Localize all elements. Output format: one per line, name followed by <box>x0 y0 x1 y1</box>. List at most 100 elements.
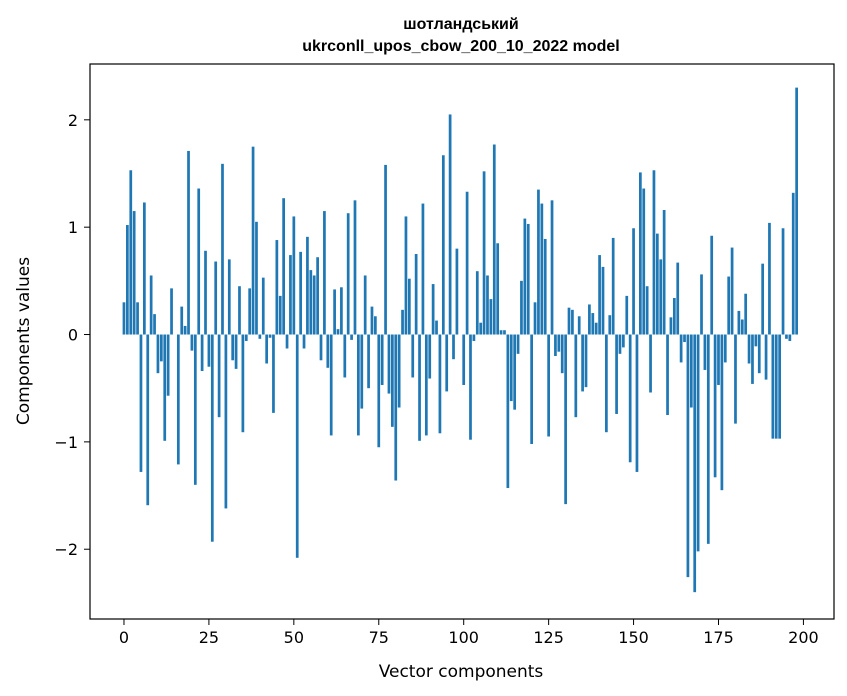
x-tick-label: 25 <box>199 628 219 647</box>
bar <box>662 210 666 335</box>
bar <box>190 334 194 351</box>
bar <box>149 275 153 335</box>
bar <box>550 200 554 335</box>
bar <box>319 334 323 361</box>
bar <box>424 334 428 436</box>
bar <box>645 286 649 335</box>
bar <box>761 263 765 335</box>
bar <box>666 334 669 416</box>
bar <box>380 334 384 385</box>
bar <box>659 259 663 335</box>
bar <box>720 334 724 491</box>
bar <box>669 317 673 335</box>
bar <box>129 170 133 335</box>
bar <box>676 262 680 335</box>
bar <box>414 254 418 335</box>
bar <box>689 334 693 408</box>
bar <box>241 334 245 433</box>
bar <box>543 238 547 335</box>
bar <box>540 203 544 335</box>
bar <box>217 334 221 418</box>
bar <box>282 198 285 335</box>
x-tick-label: 50 <box>284 628 304 647</box>
bar <box>751 334 754 384</box>
x-tick-label: 125 <box>533 628 564 647</box>
bar <box>224 334 228 509</box>
bar <box>503 330 506 335</box>
bar <box>771 334 775 439</box>
bar <box>268 334 272 338</box>
bar <box>632 228 635 335</box>
bar <box>391 334 394 427</box>
bar <box>479 322 483 335</box>
bar <box>744 293 748 335</box>
bar <box>227 259 231 335</box>
bar <box>703 334 707 370</box>
bar <box>278 295 282 335</box>
bar <box>180 306 184 335</box>
bar <box>693 334 697 593</box>
bar <box>520 280 523 335</box>
bar <box>421 203 425 335</box>
bar <box>350 334 353 340</box>
x-tick-label: 200 <box>788 628 819 647</box>
bar <box>289 255 292 335</box>
bar <box>384 164 387 335</box>
bar <box>374 316 377 335</box>
bar <box>285 334 289 349</box>
bar <box>594 322 598 335</box>
bar <box>207 334 211 367</box>
bar <box>486 275 489 335</box>
bar <box>774 334 778 439</box>
bar <box>346 213 350 335</box>
x-tick-label: 175 <box>703 628 734 647</box>
bar <box>696 334 700 552</box>
bar <box>727 276 731 335</box>
bar <box>159 334 163 362</box>
y-tick-label: 0 <box>68 326 78 345</box>
bar <box>574 334 578 418</box>
bar <box>492 144 496 335</box>
bar <box>482 171 486 335</box>
bar <box>309 270 313 335</box>
bar <box>139 334 143 472</box>
x-tick-label: 100 <box>448 628 479 647</box>
bar <box>598 255 601 335</box>
bar <box>323 211 326 335</box>
bar <box>302 334 306 349</box>
bar <box>506 334 510 489</box>
bar <box>333 289 336 335</box>
bars-group <box>122 87 798 593</box>
bar <box>122 302 126 335</box>
bar <box>526 223 530 335</box>
bar <box>588 304 591 335</box>
bar <box>272 334 275 413</box>
bar <box>258 334 262 339</box>
bar <box>499 330 503 335</box>
bar <box>153 314 156 335</box>
bar <box>560 334 564 374</box>
bar <box>465 191 469 335</box>
y-tick-label: −2 <box>54 540 78 559</box>
plot-frame <box>89 63 835 620</box>
bar <box>713 334 717 478</box>
bar <box>401 309 404 335</box>
bar <box>628 334 632 463</box>
bar <box>737 310 741 335</box>
bar <box>723 334 727 363</box>
bar <box>717 334 720 385</box>
bar <box>448 114 452 335</box>
y-ticks-group: −2 −1 0 1 2 <box>54 111 90 559</box>
bar <box>438 334 442 434</box>
bar <box>295 334 299 558</box>
x-tick-label: 150 <box>618 628 649 647</box>
bar <box>642 188 646 335</box>
bar <box>547 334 550 437</box>
bar <box>706 334 710 544</box>
bar <box>652 170 656 335</box>
bar <box>785 334 788 339</box>
bar <box>679 334 683 363</box>
bar <box>655 233 659 335</box>
bar <box>516 334 520 354</box>
bar <box>411 334 415 378</box>
